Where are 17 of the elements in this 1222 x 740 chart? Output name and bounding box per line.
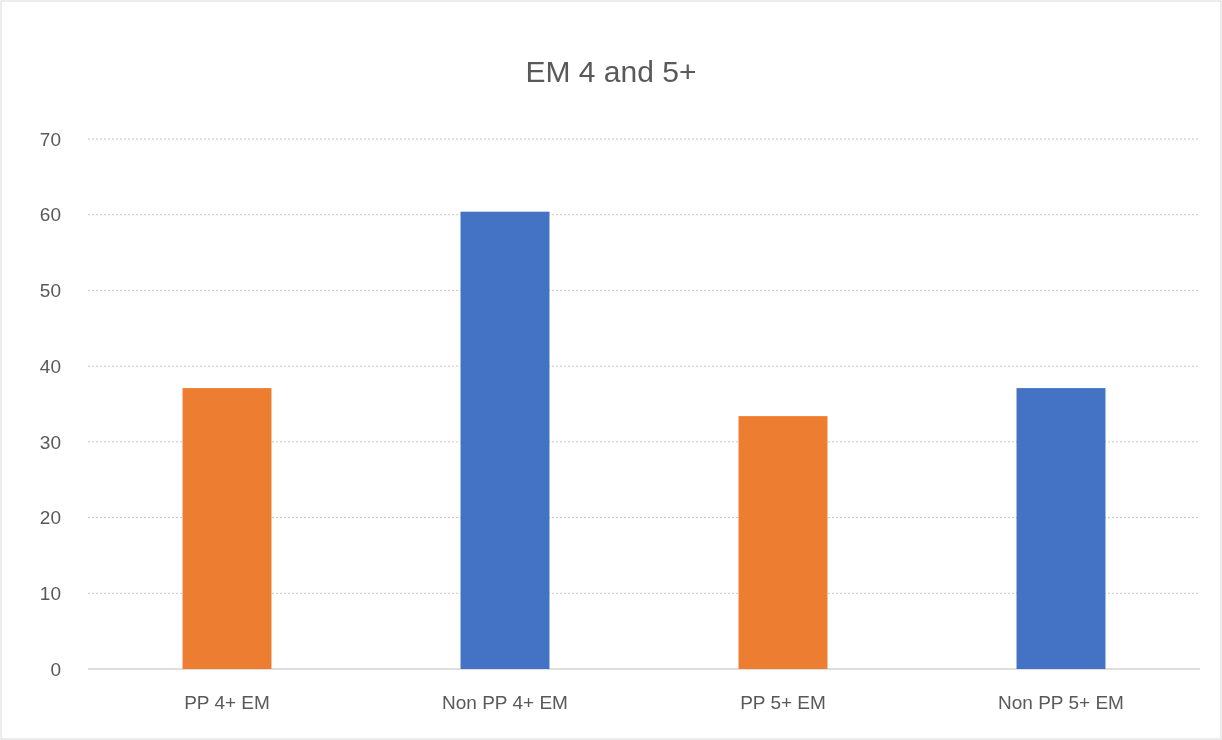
bar (460, 211, 550, 669)
y-tick-label: 40 (39, 355, 61, 377)
x-tick-label: Non PP 5+ EM (998, 692, 1124, 713)
x-tick-label: PP 4+ EM (184, 692, 270, 713)
bar (182, 388, 272, 669)
y-tick-label: 60 (39, 204, 61, 226)
x-tick-label: Non PP 4+ EM (442, 692, 568, 713)
y-tick-label: 20 (39, 507, 61, 529)
y-tick-label: 30 (39, 431, 61, 453)
y-tick-label: 10 (39, 582, 61, 604)
y-tick-label: 70 (39, 128, 61, 150)
bar (1016, 388, 1106, 669)
y-tick-label: 0 (50, 658, 61, 680)
x-tick-label: PP 5+ EM (740, 692, 826, 713)
y-tick-label: 50 (39, 280, 61, 302)
chart-title: EM 4 and 5+ (525, 55, 697, 88)
bar (738, 416, 828, 669)
